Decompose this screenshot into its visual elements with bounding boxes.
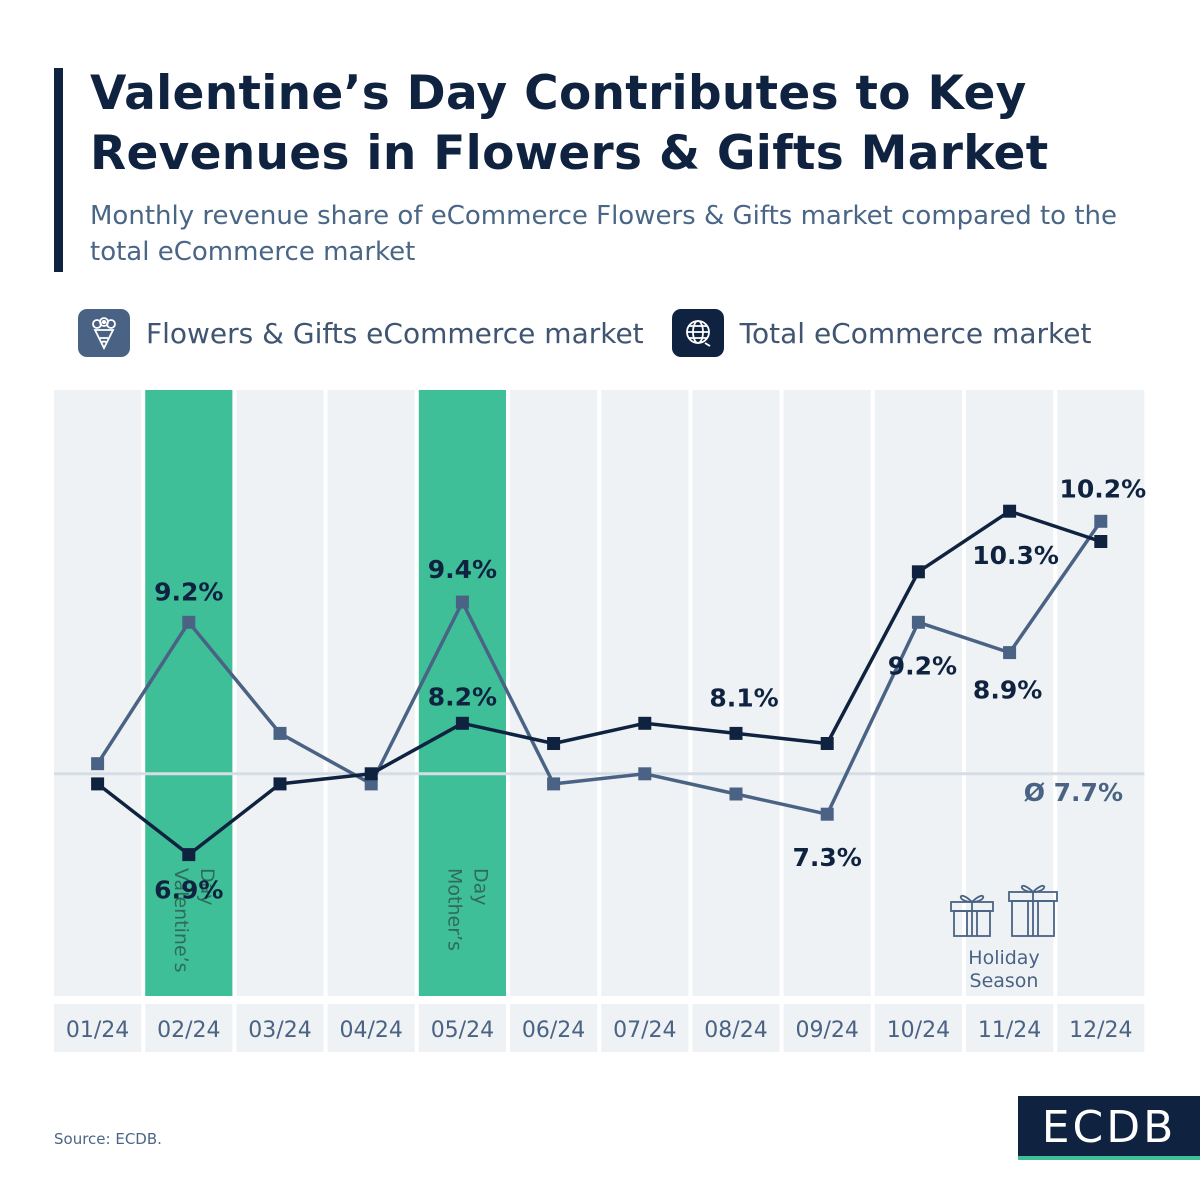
point-flowers-03/24 (273, 726, 287, 740)
point-total-07/24 (638, 716, 652, 730)
point-total-08/24 (729, 726, 743, 740)
point-total-05/24 (455, 716, 469, 730)
holiday-label-line: Season (970, 970, 1039, 992)
point-flowers-01/24 (91, 757, 105, 771)
x-tick-bg (327, 1004, 415, 1052)
average-label: Ø 7.7% (1024, 778, 1123, 807)
point-total-09/24 (820, 737, 834, 750)
x-tick-label-02/24: 02/24 (157, 1018, 220, 1043)
legend-item-flowers: Flowers & Gifts eCommerce market (78, 309, 644, 357)
x-tick-label-03/24: 03/24 (248, 1018, 311, 1043)
x-tick-bg (236, 1004, 324, 1052)
x-tick-label-08/24: 08/24 (704, 1018, 767, 1043)
title-accent-bar (54, 68, 63, 272)
column-bg-09/24 (783, 390, 871, 996)
point-total-12/24 (1094, 535, 1108, 548)
x-tick-label-07/24: 07/24 (613, 1018, 676, 1043)
series-line-total (96, 509, 1102, 857)
line-chart: Valentine’s Day Mother’s Day9.2%9.4%7.3%9.2… (54, 390, 1146, 1052)
legend-label-flowers: Flowers & Gifts eCommerce market (146, 316, 644, 350)
point-total-04/24 (364, 767, 378, 781)
data-label: 9.2% (888, 651, 957, 680)
column-bg-03/24 (236, 390, 324, 996)
x-tick-bg (966, 1004, 1054, 1052)
data-label: 8.9% (973, 676, 1042, 705)
highlight-label-line: Day (196, 868, 218, 906)
x-tick-label-01/24: 01/24 (66, 1018, 129, 1043)
x-tick-bg (601, 1004, 689, 1052)
point-total-06/24 (547, 737, 561, 750)
point-flowers-09/24 (820, 807, 834, 821)
column-bg-01/24 (54, 390, 142, 996)
point-flowers-02/24 (182, 615, 196, 629)
point-flowers-12/24 (1094, 514, 1108, 528)
chart-title: Valentine’s Day Contributes to Key Reven… (90, 66, 1049, 181)
point-total-03/24 (273, 777, 287, 791)
flower-bouquet-icon (78, 309, 130, 357)
column-bg-02/24 (145, 390, 233, 996)
x-tick-label-05/24: 05/24 (431, 1018, 494, 1043)
x-tick-bg (145, 1004, 233, 1052)
column-bg-05/24 (418, 390, 506, 996)
gift-icon (1008, 884, 1058, 937)
highlight-label-group: Valentine’s Day (170, 868, 218, 973)
highlight-label-group: Mother’s Day (443, 868, 491, 951)
data-label: 7.3% (793, 843, 862, 872)
data-label: 10.3% (972, 541, 1059, 570)
point-flowers-11/24 (1003, 646, 1017, 660)
column-bg-08/24 (692, 390, 780, 996)
x-tick-bg (1057, 1004, 1145, 1052)
x-tick-label-10/24: 10/24 (887, 1018, 950, 1043)
highlight-label-line: Mother’s (443, 868, 465, 951)
point-total-11/24 (1003, 504, 1017, 518)
series-line-flowers (96, 520, 1103, 816)
highlight-label-line: Valentine’s (170, 868, 192, 973)
x-tick-bg (54, 1004, 142, 1052)
legend-item-total: Total eCommerce market (671, 309, 1092, 357)
data-label: 9.2% (154, 577, 223, 606)
holiday-label-line: Holiday (968, 947, 1039, 969)
x-tick-bg (692, 1004, 780, 1052)
chart-subtitle: Monthly revenue share of eCommerce Flowe… (90, 201, 1117, 267)
column-bg-07/24 (601, 390, 689, 996)
x-tick-bg (783, 1004, 871, 1052)
column-bg-12/24 (1057, 390, 1145, 996)
column-bg-06/24 (510, 390, 598, 996)
data-label: 8.2% (428, 682, 497, 711)
gift-icon (950, 894, 994, 937)
source-note: Source: ECDB. (54, 1130, 162, 1148)
data-label: 9.4% (428, 555, 497, 584)
point-flowers-06/24 (547, 777, 561, 791)
globe-icon (671, 309, 724, 357)
legend-label-total: Total eCommerce market (739, 316, 1092, 350)
point-flowers-05/24 (455, 595, 469, 609)
point-flowers-10/24 (911, 615, 925, 629)
x-tick-label-06/24: 06/24 (522, 1018, 585, 1043)
point-flowers-08/24 (729, 787, 743, 801)
x-tick-label-11/24: 11/24 (978, 1018, 1041, 1043)
point-total-01/24 (91, 777, 105, 791)
point-total-02/24 (182, 848, 196, 862)
x-tick-bg (418, 1004, 506, 1052)
point-flowers-04/24 (364, 777, 378, 791)
column-bg-04/24 (327, 390, 415, 996)
x-tick-label-04/24: 04/24 (339, 1018, 402, 1043)
x-tick-bg (510, 1004, 598, 1052)
column-bg-10/24 (874, 390, 962, 996)
x-tick-label-12/24: 12/24 (1069, 1018, 1132, 1043)
x-tick-label-09/24: 09/24 (795, 1018, 858, 1043)
ecdb-logo: ECDB (1018, 1096, 1200, 1160)
highlight-label-line: Day (469, 868, 491, 906)
data-label: 6.9% (154, 876, 223, 905)
data-label: 10.2% (1059, 474, 1146, 503)
legend: Flowers & Gifts eCommerce market Total e… (78, 308, 1119, 358)
point-total-10/24 (911, 565, 925, 579)
x-tick-bg (874, 1004, 962, 1052)
data-label: 8.1% (709, 683, 778, 712)
point-flowers-07/24 (638, 767, 652, 781)
